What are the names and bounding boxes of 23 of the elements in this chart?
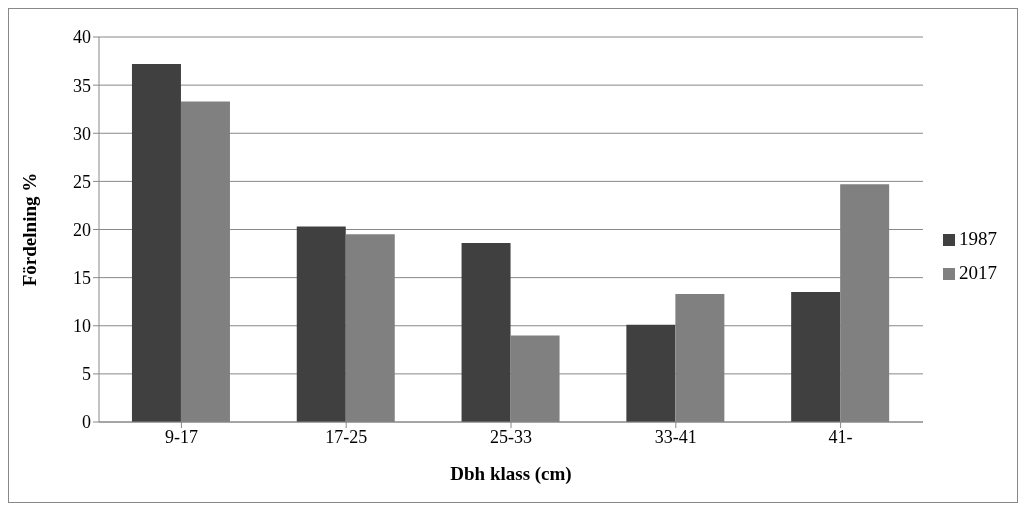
x-tick-label: 9-17 [164, 426, 198, 447]
legend-label: 1987 [959, 227, 997, 249]
x-axis-title: Dbh klass (cm) [450, 463, 572, 485]
x-tick-label: 41- [828, 426, 853, 447]
y-tick-label: 40 [73, 27, 91, 48]
y-tick-label: 0 [82, 412, 91, 433]
y-tick-label: 10 [73, 316, 91, 337]
y-tick-label: 30 [73, 123, 91, 144]
y-axis-title: Fördelning % [18, 172, 40, 287]
y-tick-label: 35 [73, 75, 91, 96]
x-tick-label: 33-41 [654, 426, 697, 447]
bar [791, 292, 841, 422]
x-tick-label: 25-33 [490, 426, 532, 447]
bar [461, 242, 511, 422]
y-tick-label: 5 [82, 364, 91, 385]
bar [131, 63, 181, 422]
bar [626, 324, 676, 422]
bar [296, 226, 346, 422]
y-tick-label: 20 [73, 219, 91, 240]
legend-label: 2017 [959, 261, 997, 283]
y-tick-label: 25 [73, 171, 91, 192]
y-tick-label: 15 [73, 268, 91, 289]
x-tick-label: 17-25 [325, 426, 368, 447]
